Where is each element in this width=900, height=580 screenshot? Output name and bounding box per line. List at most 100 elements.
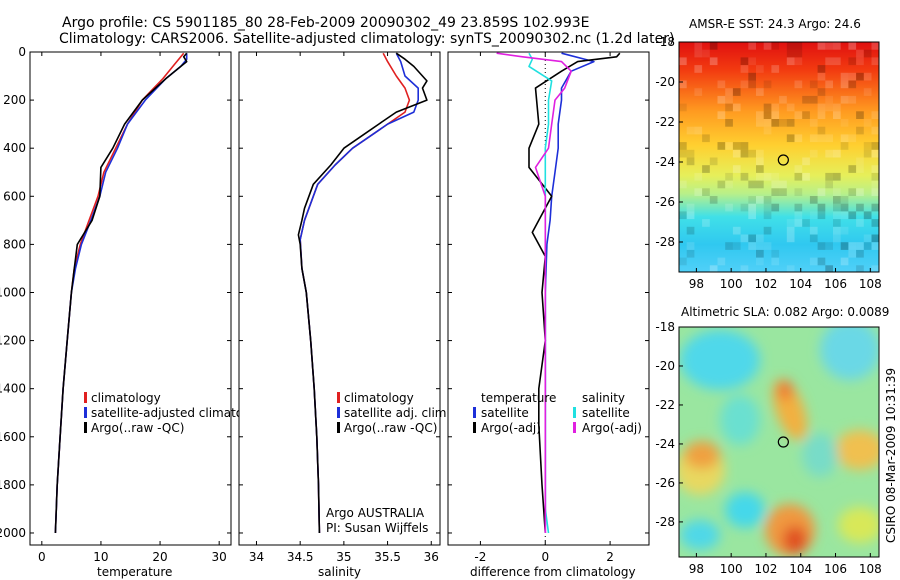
y-tick-label: 0 [18, 45, 26, 59]
x-tick-label: 35 [336, 550, 351, 564]
x-tick-label: -2 [474, 550, 486, 564]
legend-label-argo: Argo(..raw -QC) [91, 421, 184, 435]
x-tick-label: 106 [824, 562, 847, 576]
temperature-xlabel: temperature [97, 565, 172, 579]
y-tick-label: 600 [3, 189, 26, 203]
legend-label-climatology: climatology [344, 391, 414, 405]
x-tick-label: 35.5 [374, 550, 401, 564]
legend-swatch-sal-argo [573, 422, 576, 433]
argo-location-marker [777, 436, 789, 448]
sla-map-ticks: 98 100 102 104 106 108 -18 -20 -22 -24 -26 -28 [655, 320, 881, 576]
x-tick-label: 2 [606, 550, 614, 564]
y-tick-label: 1000 [0, 285, 26, 299]
temperature-lines [54, 52, 188, 534]
difference-legend: temperature satellite Argo(-adj) salinit… [473, 391, 642, 435]
legend-swatch-argo [84, 422, 87, 433]
y-tick-label: 1400 [0, 382, 26, 396]
y-tick-label: -26 [655, 195, 675, 209]
x-tick-label: 108 [859, 562, 882, 576]
x-tick-label: 98 [689, 277, 704, 291]
legend-label-sal-argo: Argo(-adj) [582, 421, 642, 435]
legend-title-salinity: salinity [582, 391, 625, 405]
x-tick-label: 102 [755, 277, 778, 291]
legend-label-temp-satellite: satellite [481, 406, 529, 420]
y-tick-label: 1800 [0, 478, 26, 492]
series-line-argo-raw-qc [297, 52, 428, 534]
legend-label-sal-satellite: satellite [582, 406, 630, 420]
y-tick-label: -20 [655, 75, 675, 89]
y-tick-label: -18 [655, 35, 675, 49]
sla-map-frame [678, 326, 880, 558]
y-tick-label: 2000 [0, 526, 26, 540]
legend-label-satellite: satellite-adjusted climatolog [91, 406, 261, 420]
y-tick-label: -20 [655, 359, 675, 373]
legend-swatch-argo [337, 422, 340, 433]
sst-map-frame [678, 41, 880, 273]
sla-heatmap [679, 327, 879, 557]
argo-location-marker [777, 154, 789, 166]
difference-panel: -2 0 2 difference from climatology tempera… [447, 51, 650, 579]
x-tick-label: 0 [541, 550, 549, 564]
y-tick-label: 1600 [0, 430, 26, 444]
sst-map-title: AMSR-E SST: 24.3 Argo: 24.6 [689, 17, 861, 31]
y-tick-label: -24 [655, 155, 675, 169]
salinity-ticks: 34 34.5 35 35.5 36 [239, 51, 440, 564]
salinity-axes-frame [238, 51, 441, 546]
y-tick-label: -28 [655, 235, 675, 249]
y-tick-label: 200 [3, 93, 26, 107]
figure-title-line1: Argo profile: CS 5901185_80 28-Feb-2009 … [62, 15, 589, 31]
legend-label-satellite: satellite adj. clim. [344, 406, 450, 420]
legend-swatch-temp-satellite [473, 407, 476, 418]
y-tick-label: -22 [655, 398, 675, 412]
temperature-legend: climatology satellite-adjusted climatolo… [84, 391, 261, 435]
difference-axes-frame [447, 51, 650, 546]
difference-xlabel: difference from climatology [470, 565, 636, 579]
series-line-salinity-argo-adj [496, 52, 573, 533]
legend-swatch-climatology [337, 392, 340, 403]
legend-swatch-sal-satellite [573, 407, 576, 418]
y-tick-label: -28 [655, 515, 675, 529]
legend-label-argo: Argo(..raw -QC) [344, 421, 437, 435]
x-tick-label: 98 [689, 562, 704, 576]
y-tick-label: 400 [3, 141, 26, 155]
legend-swatch-climatology [84, 392, 87, 403]
x-tick-label: 34 [249, 550, 264, 564]
x-tick-label: 100 [720, 562, 743, 576]
y-tick-label: 1200 [0, 334, 26, 348]
y-tick-label: -26 [655, 476, 675, 490]
series-line-temperature-argo-adj [528, 52, 621, 534]
x-tick-label: 10 [93, 550, 108, 564]
x-tick-label: 108 [859, 277, 882, 291]
salinity-panel: 34 34.5 35 35.5 36 salinity climatology sate… [238, 51, 450, 579]
x-tick-label: 0 [38, 550, 46, 564]
sla-map-panel: Altimetric SLA: 0.082 Argo: 0.0089 [655, 305, 889, 576]
y-tick-label: -24 [655, 437, 675, 451]
x-tick-label: 34.5 [287, 550, 314, 564]
x-tick-label: 100 [720, 277, 743, 291]
timestamp-side-label: CSIRO 08-Mar-2009 10:31:39 [884, 368, 898, 543]
difference-ticks: -2 0 2 [448, 51, 649, 564]
salinity-legend: climatology satellite adj. clim. Argo(..… [337, 391, 450, 435]
y-tick-label: -22 [655, 115, 675, 129]
legend-swatch-temp-argo [473, 422, 476, 433]
temperature-panel: 0 10 20 30 0 200 400 600 800 1000 1200 1400 1600 1800… [0, 45, 261, 579]
difference-lines [496, 52, 621, 545]
legend-swatch-satellite [84, 407, 87, 418]
legend-swatch-satellite [337, 407, 340, 418]
float-annotation-line2: PI: Susan Wijffels [326, 521, 428, 535]
y-tick-label: -18 [655, 320, 675, 334]
series-line-argo-raw-qc [54, 52, 188, 534]
x-tick-label: 104 [789, 562, 812, 576]
legend-label-temp-argo: Argo(-adj) [481, 421, 541, 435]
sla-map-title: Altimetric SLA: 0.082 Argo: 0.0089 [681, 305, 889, 319]
legend-label-climatology: climatology [91, 391, 161, 405]
x-tick-label: 104 [789, 277, 812, 291]
x-tick-label: 102 [755, 562, 778, 576]
x-tick-label: 36 [424, 550, 439, 564]
salinity-xlabel: salinity [318, 565, 361, 579]
temperature-axes-frame [29, 51, 232, 546]
x-tick-label: 106 [824, 277, 847, 291]
sst-map-panel: AMSR-E SST: 24.3 Argo: 24.6 98 100 102 104 1… [655, 17, 881, 291]
salinity-lines [297, 52, 428, 534]
